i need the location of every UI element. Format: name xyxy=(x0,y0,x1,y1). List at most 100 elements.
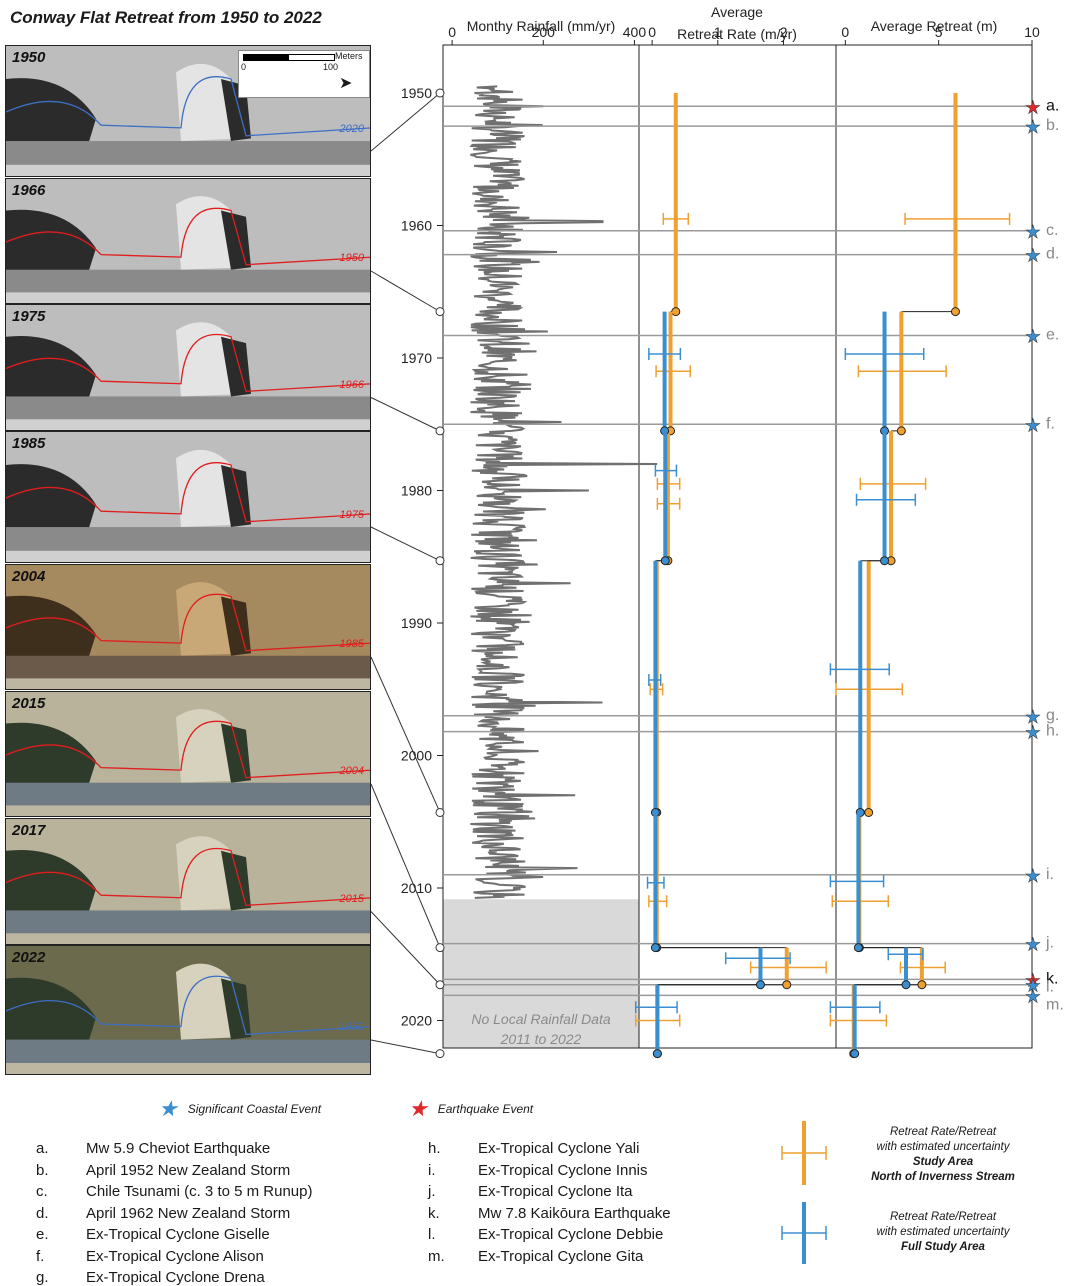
aerial-photo-2017: 2017 2015 xyxy=(5,818,371,945)
panel-shoreline-label: 1950 xyxy=(339,252,364,265)
retreat-x-tick-label: 0 xyxy=(841,24,849,40)
red-star-icon: ★ xyxy=(408,1096,428,1121)
aerial-photo-1966: 1966 1950 xyxy=(5,178,371,304)
event-letter-label: g. xyxy=(1046,707,1059,724)
photo-leader-line xyxy=(370,1039,441,1055)
event-list-left: a. Mw 5.9 Cheviot Earthquake b. April 1952 … xyxy=(36,1140,396,1286)
coastal-star-icon: ★ xyxy=(1025,866,1041,886)
photo-year-marker xyxy=(435,980,445,990)
event-list-letter: l. xyxy=(428,1226,436,1243)
coastal-star-icon: ★ xyxy=(1025,117,1041,137)
rainfall-x-tick-label: 400 xyxy=(623,24,647,40)
retreat-data-point xyxy=(896,426,906,436)
event-list-letter: h. xyxy=(428,1140,441,1157)
event-letter-label: h. xyxy=(1046,723,1059,740)
aerial-photo-image xyxy=(6,432,370,562)
coastal-star-icon: ★ xyxy=(1025,707,1041,727)
earthquake-event-label: Earthquake Event xyxy=(437,1102,534,1116)
event-list-letter: m. xyxy=(428,1247,445,1265)
rate-x-tick-label: 1 xyxy=(714,24,722,40)
rate-x-tick-label: 0 xyxy=(648,24,656,40)
scale-bar: Meters 0 100 ➤ xyxy=(238,50,370,98)
event-list-right: h. Ex-Tropical Cyclone Yali i. Ex-Tropical … xyxy=(428,1140,758,1270)
orange-symbol-legend: Retreat Rate/Retreat with estimated unce… xyxy=(778,1121,1068,1195)
coastal-star-icon: ★ xyxy=(1025,222,1041,242)
rate-data-point xyxy=(652,1049,662,1059)
rate-data-point xyxy=(755,980,765,990)
event-letter-label: j. xyxy=(1045,935,1054,952)
retreat-data-point xyxy=(864,807,874,817)
photo-leader-line xyxy=(370,92,441,152)
event-list-name: Ex-Tropical Cyclone Alison xyxy=(86,1247,264,1265)
page-title: Conway Flat Retreat from 1950 to 2022 xyxy=(10,8,322,27)
retreat-data-point xyxy=(917,980,927,990)
plot-frame xyxy=(442,44,1033,1049)
event-list-name: Ex-Tropical Cyclone Giselle xyxy=(86,1226,270,1243)
event-list-letter: j. xyxy=(428,1183,436,1200)
event-list-letter: i. xyxy=(428,1161,436,1179)
rate-data-point xyxy=(660,556,670,566)
aerial-photo-image xyxy=(6,692,370,816)
scale-bar-min: 0 xyxy=(241,62,247,72)
photo-leader-line xyxy=(370,656,441,813)
retreat-data-point xyxy=(850,1049,860,1059)
event-letter-label: d. xyxy=(1046,246,1059,263)
event-list-letter: f. xyxy=(36,1247,45,1265)
coastal-event-label: Significant Coastal Event xyxy=(187,1102,322,1116)
event-list-letter: b. xyxy=(36,1161,49,1179)
rate-axis-title-line1: Average xyxy=(711,4,763,20)
retreat-axis-title: Average Retreat (m) xyxy=(871,18,998,34)
panel-year-label: 2015 xyxy=(12,695,46,712)
event-letter-label: m. xyxy=(1046,996,1064,1013)
aerial-photo-image xyxy=(6,179,370,303)
rainfall-axis-title: Monthy Rainfall (mm/yr) xyxy=(467,18,616,34)
photo-year-marker xyxy=(435,943,445,953)
panel-year-label: 2022 xyxy=(12,949,46,966)
orange-legend-line3: Study Area xyxy=(912,1156,974,1168)
no-data-label-line2: 2011 to 2022 xyxy=(500,1031,582,1047)
chart-svg: No Local Rainfall Data 2011 to 2022 1950 19… xyxy=(370,4,1064,1059)
panel-year-label: 2004 xyxy=(12,568,46,585)
blue-legend-line3: Full Study Area xyxy=(901,1241,985,1253)
event-letter-label: f. xyxy=(1046,415,1055,432)
panel-shoreline-label: 2020 xyxy=(339,122,364,135)
event-list-name: April 1962 New Zealand Storm xyxy=(86,1204,291,1222)
aerial-photo-image xyxy=(6,305,370,430)
retreat-x-tick-label: 10 xyxy=(1024,24,1040,40)
aerial-photo-1985: 1985 1975 xyxy=(5,431,371,563)
orange-legend-line2: with estimated uncertainty xyxy=(876,1141,1010,1153)
panel-shoreline-label: 1966 xyxy=(339,378,364,391)
panel-year-label: 2017 xyxy=(12,822,46,839)
photo-leader-line xyxy=(370,526,441,562)
coastal-star-icon: ★ xyxy=(1025,326,1041,346)
retreat-data-point xyxy=(853,943,863,953)
blue-symbol-legend: Retreat Rate/Retreat with estimated unce… xyxy=(778,1202,1068,1270)
panel-year-label: 1966 xyxy=(12,182,46,199)
y-tick-label: 1950 xyxy=(401,85,432,101)
event-letter-label: i. xyxy=(1046,866,1054,883)
blue-errorbar-icon xyxy=(781,1202,827,1264)
y-tick-label: 1990 xyxy=(401,615,432,631)
event-list-name: Mw 5.9 Cheviot Earthquake xyxy=(86,1140,271,1157)
blue-legend-line2: with estimated uncertainty xyxy=(876,1226,1010,1238)
event-letter-label: b. xyxy=(1046,117,1059,134)
panel-year-label: 1985 xyxy=(12,435,46,452)
orange-legend-line4: North of Inverness Stream xyxy=(871,1171,1015,1183)
photo-year-marker xyxy=(435,1049,445,1059)
event-list-name: Ex-Tropical Cyclone Ita xyxy=(478,1183,633,1200)
rate-x-tick-label: 2 xyxy=(780,24,788,40)
coastal-star-icon: ★ xyxy=(1025,415,1041,435)
event-list-name: April 1952 New Zealand Storm xyxy=(86,1161,291,1179)
rate-data-point xyxy=(782,980,792,990)
photo-year-marker xyxy=(435,807,445,817)
panel-shoreline-label: 1975 xyxy=(339,508,364,521)
photo-year-marker xyxy=(435,426,445,436)
panel-year-label: 1975 xyxy=(12,308,46,325)
retreat-x-tick-label: 5 xyxy=(935,24,943,40)
coastal-star-icon: ★ xyxy=(1025,935,1041,955)
coastal-star-icon: ★ xyxy=(1025,976,1041,996)
event-letter-label: c. xyxy=(1046,222,1058,239)
rate-axis-title-line2: Retreat Rate (m/yr) xyxy=(677,26,797,42)
orange-legend-line1: Retreat Rate/Retreat xyxy=(889,1126,997,1138)
y-tick-label: 2020 xyxy=(401,1013,432,1029)
